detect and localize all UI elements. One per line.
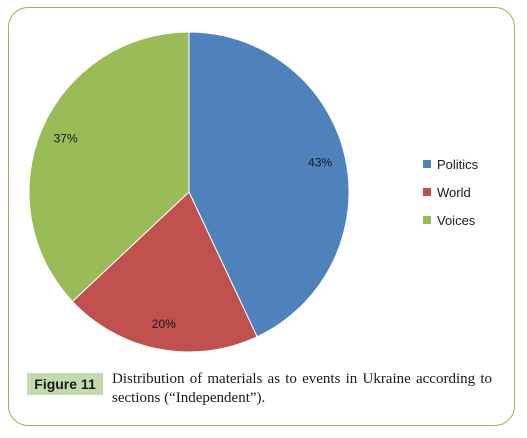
legend-label-world: World — [437, 184, 471, 200]
legend-swatch-world — [423, 188, 431, 196]
slice-label-world: 20% — [152, 317, 176, 331]
pie-slice-politics — [188, 31, 350, 338]
legend-item-world: World — [423, 178, 478, 206]
legend-item-voices: Voices — [423, 206, 478, 234]
chart-legend: Politics World Voices — [423, 150, 478, 234]
legend-label-politics: Politics — [437, 156, 479, 172]
figure-caption: Distribution of materials as to events i… — [112, 371, 492, 406]
legend-label-voices: Voices — [437, 212, 476, 228]
pie-slice-world — [71, 191, 258, 353]
slice-label-voices: 37% — [54, 132, 78, 146]
legend-swatch-politics — [423, 160, 431, 168]
slice-label-politics: 43% — [308, 156, 332, 170]
pie-slice-voices — [28, 31, 190, 303]
legend-swatch-voices — [423, 216, 431, 224]
legend-item-politics: Politics — [423, 150, 478, 178]
figure-number-badge: Figure 11 — [27, 373, 103, 395]
